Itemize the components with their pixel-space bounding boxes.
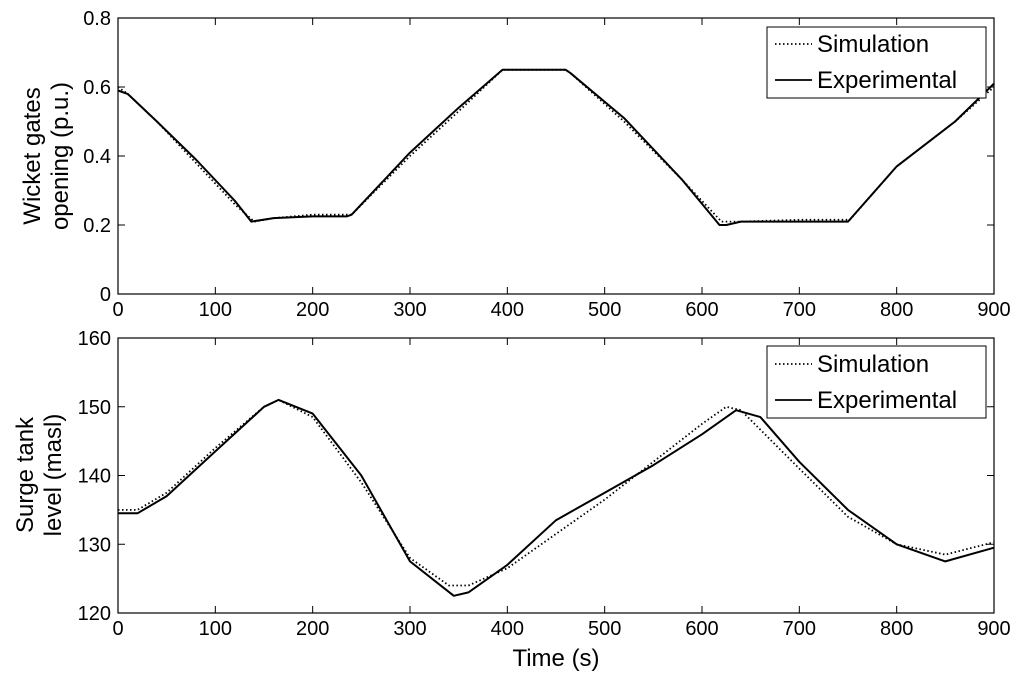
top-legend-experimental-label: Experimental [817,67,957,94]
bottom-xtick-label: 400 [491,618,524,640]
bottom-ytick-label: 140 [78,466,111,488]
bottom-xtick-label: 300 [393,618,426,640]
bottom-legend-box [766,345,987,419]
top-xtick-label: 300 [393,299,426,321]
bottom-xtick-label: 100 [199,618,232,640]
bottom-series-experimental-line [118,398,995,597]
bottom-ytick-label: 130 [78,534,111,556]
bottom-legend-simulation-label: Simulation [817,351,929,378]
bottom-xtick-label: 0 [112,618,123,640]
bottom-xtick-label: 600 [685,618,718,640]
bottom-xlabel: Time (s) [512,645,599,672]
top-legend-simulation-label: Simulation [817,31,929,58]
bottom-xtick-label: 800 [880,618,913,640]
top-series-simulation-line [117,68,995,223]
bottom-ytick-label: 120 [78,603,111,625]
top-legend-box [766,26,987,99]
bottom-panel: 0 100 200 300 400 500 600 700 800 900 120 130 140 150… [12,328,1011,672]
bottom-xtick-label: 500 [588,618,621,640]
top-xtick-label: 800 [880,299,913,321]
bottom-legend-experimental-label: Experimental [817,387,957,414]
bottom-legend: Simulation Experimental [766,345,987,419]
top-xtick-label: 200 [296,299,329,321]
bottom-xtick-label: 200 [296,618,329,640]
top-xtick-label: 500 [588,299,621,321]
top-ytick-label: 0.4 [83,146,111,168]
bottom-xtick-label: 900 [977,618,1010,640]
top-legend: Simulation Experimental [766,26,987,99]
top-ylabel-line1: Wicket gates [19,87,46,224]
bottom-plot-area [118,398,995,597]
top-xtick-label: 100 [199,299,232,321]
top-xtick-label: 400 [491,299,524,321]
top-xtick-label: 700 [783,299,816,321]
top-xtick-label: 600 [685,299,718,321]
top-ytick-label: 0.2 [83,215,111,237]
top-xtick-label: 0 [112,299,123,321]
bottom-ylabel-line1: Surge tank [12,416,39,533]
top-series-experimental-line [117,68,995,226]
bottom-xtick-label: 700 [783,618,816,640]
top-ylabel: Wicket gates opening (p.u.) [19,82,74,230]
bottom-series-simulation-line [118,398,995,587]
top-ylabel-line2: opening (p.u.) [47,82,74,230]
top-ytick-label: 0.8 [83,8,111,30]
top-ytick-label: 0 [100,284,111,306]
bottom-ylabel: Surge tank level (masl) [12,414,67,537]
bottom-ticks: 0 100 200 300 400 500 600 700 800 900 120 130 140 150… [78,328,1011,640]
bottom-ytick-label: 150 [78,397,111,419]
top-ticks: 0 100 200 300 400 500 600 700 800 900 0 0.2 0.4 0.6 0.… [83,8,1011,321]
bottom-ytick-label: 160 [78,328,111,350]
top-xtick-label: 900 [977,299,1010,321]
top-plot-area [117,68,995,226]
bottom-ylabel-line2: level (masl) [40,414,67,537]
top-panel: 0 100 200 300 400 500 600 700 800 900 0 0.2 0.4 0.6 0.… [19,8,1011,321]
top-ytick-label: 0.6 [83,77,111,99]
